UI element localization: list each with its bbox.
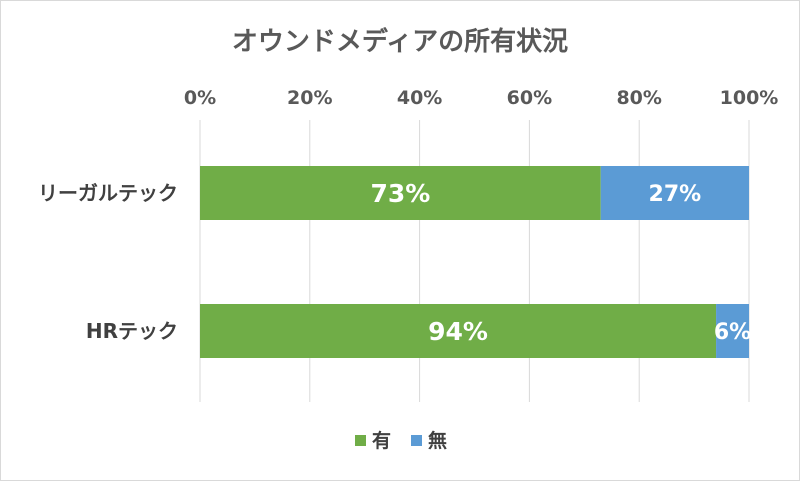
chart-title: オウンドメディアの所有状況 xyxy=(232,26,568,57)
x-axis-ticks: 0% 20% 40% 60% 80% 100% xyxy=(184,87,778,109)
x-tick-label: 60% xyxy=(507,87,552,109)
data-label: 6% xyxy=(714,320,751,345)
legend-label: 無 xyxy=(428,429,447,452)
legend: 有無 xyxy=(355,429,447,452)
legend-swatch xyxy=(411,435,422,446)
legend-label: 有 xyxy=(372,429,391,452)
bar-segment xyxy=(716,304,749,358)
data-label: 94% xyxy=(428,317,488,346)
data-label: 73% xyxy=(370,179,430,208)
gridlines xyxy=(199,120,750,402)
bar-segment xyxy=(200,166,601,220)
legend-swatch xyxy=(355,435,366,446)
x-tick-label: 80% xyxy=(616,87,661,109)
x-tick-label: 100% xyxy=(720,87,779,109)
bars: 73% 27% 94% 6% xyxy=(200,166,751,358)
x-tick-label: 20% xyxy=(287,87,332,109)
x-tick-label: 0% xyxy=(184,87,216,109)
x-tick-label: 40% xyxy=(397,87,442,109)
data-label: 27% xyxy=(649,182,702,207)
bar-segment xyxy=(200,304,717,358)
category-labels: リーガルテック HRテック xyxy=(38,181,178,343)
bar-segment xyxy=(600,166,749,220)
category-label: HRテック xyxy=(86,319,178,343)
category-label: リーガルテック xyxy=(38,181,178,205)
